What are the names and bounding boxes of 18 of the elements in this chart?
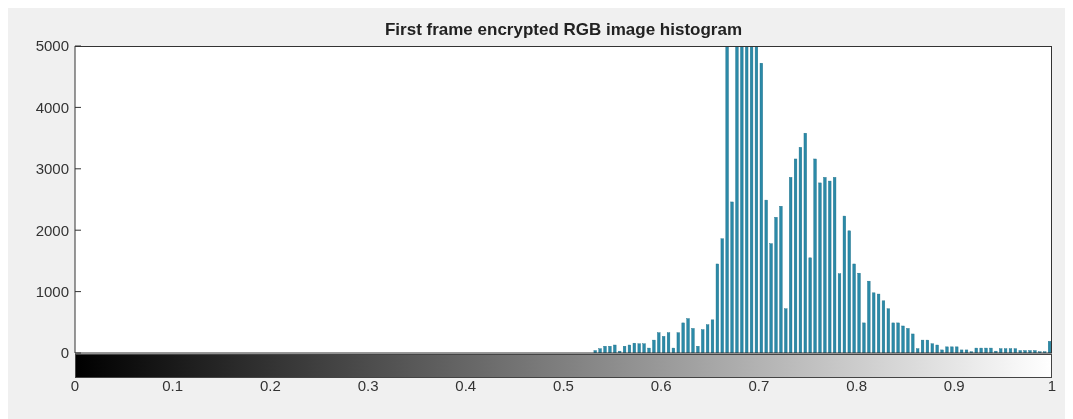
chart-title: First frame encrypted RGB image histogram (383, 20, 744, 40)
y-tick-label: 4000 (35, 98, 69, 116)
x-tick-label: 0.4 (455, 377, 477, 394)
x-tick-label: 0.1 (162, 377, 184, 394)
y-tick-label: 3000 (35, 160, 69, 178)
x-tick-label: 0.3 (357, 377, 379, 394)
y-tick-label: 0 (60, 344, 69, 362)
y-tick-label: 2000 (35, 221, 69, 239)
y-tick-label: 1000 (35, 282, 69, 300)
x-tick-label: 0.7 (748, 377, 770, 394)
x-tick-label: 1 (1047, 377, 1057, 394)
y-tick-label: 5000 (35, 37, 69, 55)
x-tick-label: 0.2 (259, 377, 281, 394)
x-tick-label: 0.9 (943, 377, 965, 394)
x-tick-label: 0.8 (846, 377, 868, 394)
x-tick-label: 0 (70, 377, 80, 394)
x-tick-label: 0.5 (553, 377, 574, 394)
x-tick-label: 0.6 (650, 377, 672, 394)
